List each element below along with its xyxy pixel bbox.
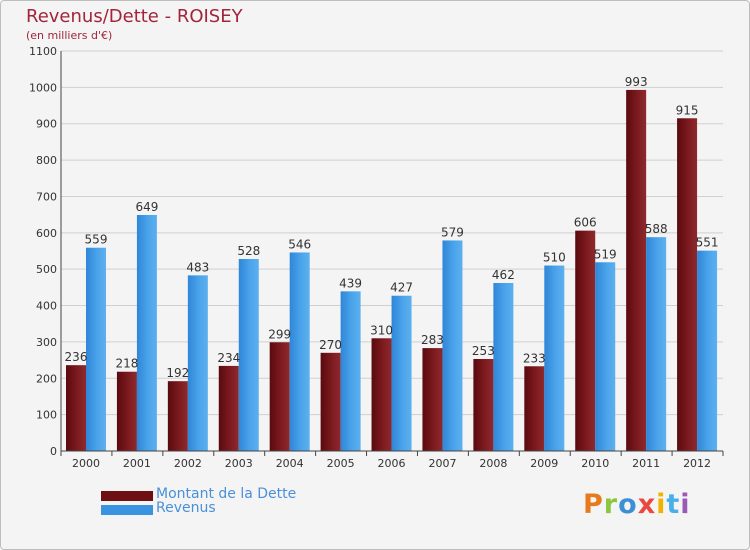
logo-letter: o bbox=[618, 489, 638, 520]
x-tick-label: 2005 bbox=[327, 457, 355, 470]
x-tick-label: 2011 bbox=[632, 457, 660, 470]
data-label: 270 bbox=[319, 338, 342, 352]
y-tick-label: 200 bbox=[36, 372, 57, 385]
data-label: 192 bbox=[166, 366, 189, 380]
logo-letter: i bbox=[656, 489, 667, 520]
bar-debt bbox=[422, 348, 443, 451]
y-tick-label: 100 bbox=[36, 409, 57, 422]
y-tick-label: 400 bbox=[36, 300, 57, 313]
data-label: 483 bbox=[186, 260, 209, 274]
y-tick-label: 700 bbox=[36, 190, 57, 203]
bar-revenue bbox=[442, 240, 463, 451]
legend-swatch-revenue bbox=[101, 505, 153, 515]
bar-debt bbox=[524, 366, 545, 451]
bar-debt bbox=[473, 359, 494, 451]
x-tick-label: 2004 bbox=[276, 457, 304, 470]
bar-debt bbox=[320, 352, 341, 451]
y-tick-label: 1000 bbox=[29, 81, 57, 94]
data-label: 427 bbox=[390, 281, 413, 295]
data-label: 283 bbox=[421, 333, 444, 347]
bar-revenue bbox=[187, 275, 208, 451]
bar-debt bbox=[677, 118, 698, 451]
logo-letter: P bbox=[583, 489, 604, 520]
x-tick-label: 2012 bbox=[683, 457, 711, 470]
logo-letter: x bbox=[637, 489, 657, 520]
bar-revenue bbox=[289, 252, 310, 451]
data-label: 299 bbox=[268, 327, 291, 341]
bar-debt bbox=[116, 371, 137, 451]
bar-revenue bbox=[493, 283, 514, 451]
data-label: 236 bbox=[65, 350, 88, 364]
bar-revenue bbox=[136, 215, 157, 451]
bar-debt bbox=[626, 89, 647, 451]
logo-letter: i bbox=[680, 489, 691, 520]
bar-debt bbox=[167, 381, 188, 451]
logo-letter: r bbox=[603, 489, 619, 520]
bar-revenue bbox=[646, 237, 667, 451]
data-label: 546 bbox=[288, 237, 311, 251]
data-label: 253 bbox=[472, 344, 495, 358]
x-tick-label: 2006 bbox=[378, 457, 406, 470]
data-label: 233 bbox=[523, 351, 546, 365]
bar-revenue bbox=[340, 291, 361, 451]
y-tick-label: 500 bbox=[36, 263, 57, 276]
x-tick-label: 2002 bbox=[174, 457, 202, 470]
y-tick-label: 800 bbox=[36, 154, 57, 167]
legend-label-debt: Montant de la Dette bbox=[156, 486, 297, 502]
bar-revenue bbox=[544, 265, 565, 451]
data-label: 528 bbox=[237, 244, 260, 258]
bar-debt bbox=[269, 342, 290, 451]
y-tick-label: 900 bbox=[36, 118, 57, 131]
x-tick-label: 2003 bbox=[225, 457, 253, 470]
x-tick-label: 2008 bbox=[479, 457, 507, 470]
chart-title: Revenus/Dette - ROISEY bbox=[26, 6, 243, 27]
y-tick-label: 0 bbox=[50, 445, 57, 458]
y-tick-label: 600 bbox=[36, 227, 57, 240]
data-label: 310 bbox=[370, 323, 393, 337]
data-label: 915 bbox=[676, 103, 699, 117]
x-tick-label: 2009 bbox=[530, 457, 558, 470]
data-label: 462 bbox=[492, 268, 515, 282]
legend-swatch-debt bbox=[101, 491, 153, 501]
x-tick-label: 2010 bbox=[581, 457, 609, 470]
bar-revenue bbox=[391, 295, 412, 451]
bar-debt bbox=[575, 230, 596, 451]
x-tick-label: 2001 bbox=[123, 457, 151, 470]
bar-revenue bbox=[86, 247, 106, 451]
bar-debt bbox=[371, 338, 392, 451]
data-label: 439 bbox=[339, 276, 362, 290]
data-label: 649 bbox=[135, 200, 158, 214]
data-label: 559 bbox=[85, 233, 108, 247]
bar-revenue bbox=[697, 250, 718, 451]
bar-revenue bbox=[595, 262, 616, 451]
bar-debt bbox=[218, 365, 239, 451]
data-label: 519 bbox=[594, 247, 617, 261]
data-label: 510 bbox=[543, 251, 566, 265]
bar-revenue bbox=[238, 259, 259, 451]
y-tick-label: 1100 bbox=[29, 45, 57, 58]
proxiti-logo: Proxiti bbox=[583, 489, 691, 520]
x-tick-label: 2007 bbox=[428, 457, 456, 470]
data-label: 579 bbox=[441, 225, 464, 239]
data-label: 993 bbox=[625, 75, 648, 89]
y-tick-label: 300 bbox=[36, 336, 57, 349]
data-label: 551 bbox=[696, 236, 719, 250]
data-label: 588 bbox=[645, 222, 668, 236]
legend-label-revenue: Revenus bbox=[156, 500, 216, 516]
bar-debt bbox=[66, 365, 86, 451]
x-tick-label: 2000 bbox=[72, 457, 100, 470]
logo-letter: t bbox=[666, 489, 681, 520]
data-label: 234 bbox=[217, 351, 240, 365]
chart-subtitle: (en milliers d'€) bbox=[26, 29, 113, 42]
data-label: 606 bbox=[574, 216, 597, 230]
data-label: 218 bbox=[115, 357, 138, 371]
